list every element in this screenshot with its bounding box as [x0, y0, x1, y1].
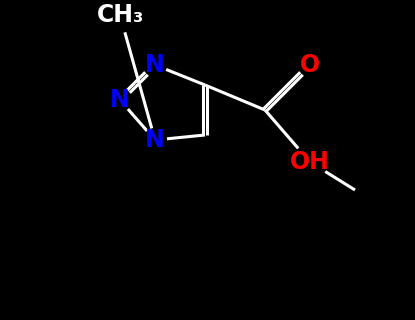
Text: O: O — [300, 53, 320, 77]
Text: N: N — [110, 88, 130, 112]
Text: N: N — [145, 128, 165, 152]
Text: CH₃: CH₃ — [96, 3, 144, 27]
Text: N: N — [145, 53, 165, 77]
Text: OH: OH — [290, 150, 330, 174]
